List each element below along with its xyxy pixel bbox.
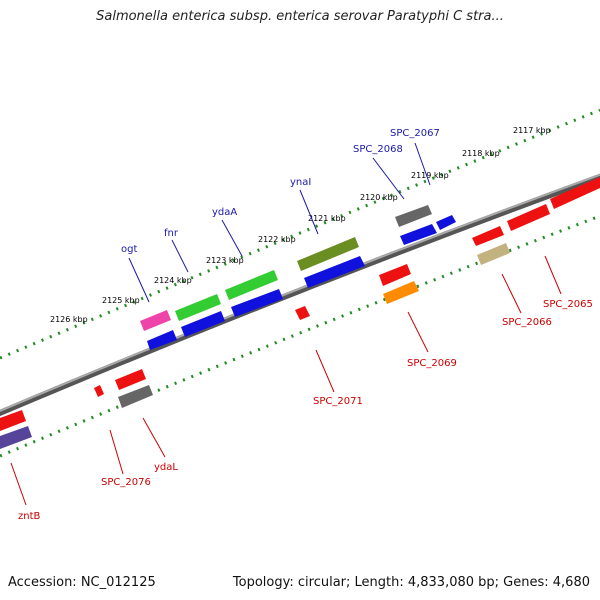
gene-feature-blue[interactable] <box>181 311 225 337</box>
gene-feature-grey[interactable] <box>118 385 153 408</box>
gene-feature-grey[interactable] <box>395 205 432 227</box>
gene-feature-red[interactable] <box>0 410 26 431</box>
gene-label[interactable]: ydaL <box>154 462 178 473</box>
gene-labels-bottom: SPC_2065 SPC_2066 SPC_2069 SPC_2071 ydaL… <box>18 299 593 522</box>
genome-title: Salmonella enterica subsp. enterica sero… <box>96 9 504 24</box>
gene-feature-blue[interactable] <box>436 215 456 230</box>
gene-feature-red[interactable] <box>379 264 411 286</box>
kbp-label: 2121 kbp <box>308 214 346 223</box>
accession-text: Accession: NC_012125 <box>8 575 156 590</box>
gene-feature-blue[interactable] <box>147 330 177 350</box>
kbp-label: 2123 kbp <box>206 256 244 265</box>
gene-feature-red[interactable] <box>550 177 600 209</box>
outer-tick-track <box>0 108 600 360</box>
gene-feature-blue[interactable] <box>304 256 365 288</box>
gene-label[interactable]: SPC_2069 <box>407 358 457 369</box>
gene-feature-olive[interactable] <box>297 237 359 271</box>
inner-strand-genes <box>0 243 510 449</box>
gene-label[interactable]: ynaI <box>290 177 311 188</box>
gene-feature-khaki[interactable] <box>477 243 510 265</box>
kbp-label: 2119 kbp <box>411 171 449 180</box>
kbp-label: 2120 kbp <box>360 193 398 202</box>
gene-label[interactable]: SPC_2067 <box>390 128 440 139</box>
gene-feature-blue[interactable] <box>400 224 437 245</box>
gene-label[interactable]: SPC_2066 <box>502 317 552 328</box>
gene-feature-magenta[interactable] <box>140 310 171 331</box>
kbp-scale: 2117 kbp 2118 kbp 2119 kbp 2120 kbp 2121… <box>50 126 551 324</box>
gene-feature-red[interactable] <box>115 369 146 390</box>
kbp-label: 2125 kbp <box>102 296 140 305</box>
gene-feature-slate[interactable] <box>0 426 32 449</box>
gene-label[interactable]: ogt <box>121 244 137 255</box>
genome-summary-text: Topology: circular; Length: 4,833,080 bp… <box>232 575 590 590</box>
gene-feature-red[interactable] <box>507 204 550 231</box>
kbp-label: 2124 kbp <box>154 276 192 285</box>
gene-feature-green[interactable] <box>225 270 278 300</box>
gene-feature-orange[interactable] <box>383 281 419 304</box>
genome-backbone <box>0 173 600 417</box>
gene-feature-red[interactable] <box>295 306 310 320</box>
gene-label[interactable]: ydaA <box>212 207 237 218</box>
kbp-label: 2126 kbp <box>50 315 88 324</box>
gene-feature-red[interactable] <box>472 226 504 246</box>
gene-label[interactable]: SPC_2076 <box>101 477 151 488</box>
inner-tick-track <box>0 214 600 458</box>
outer-strand-genes <box>140 177 600 350</box>
gene-label[interactable]: SPC_2071 <box>313 396 363 407</box>
gene-label[interactable]: fnr <box>164 228 179 239</box>
kbp-label: 2117 kbp <box>513 126 551 135</box>
label-leaders <box>10 142 562 506</box>
gene-label[interactable]: SPC_2065 <box>543 299 593 310</box>
gene-feature-blue[interactable] <box>231 289 283 317</box>
gene-feature-red[interactable] <box>94 385 104 397</box>
gene-label[interactable]: SPC_2068 <box>353 144 403 155</box>
gene-feature-green[interactable] <box>175 294 221 321</box>
gene-labels-top: SPC_2067 SPC_2068 ynaI ydaA fnr ogt <box>121 128 440 255</box>
kbp-label: 2118 kbp <box>462 149 500 158</box>
gene-label[interactable]: zntB <box>18 511 41 522</box>
kbp-label: 2122 kbp <box>258 235 296 244</box>
